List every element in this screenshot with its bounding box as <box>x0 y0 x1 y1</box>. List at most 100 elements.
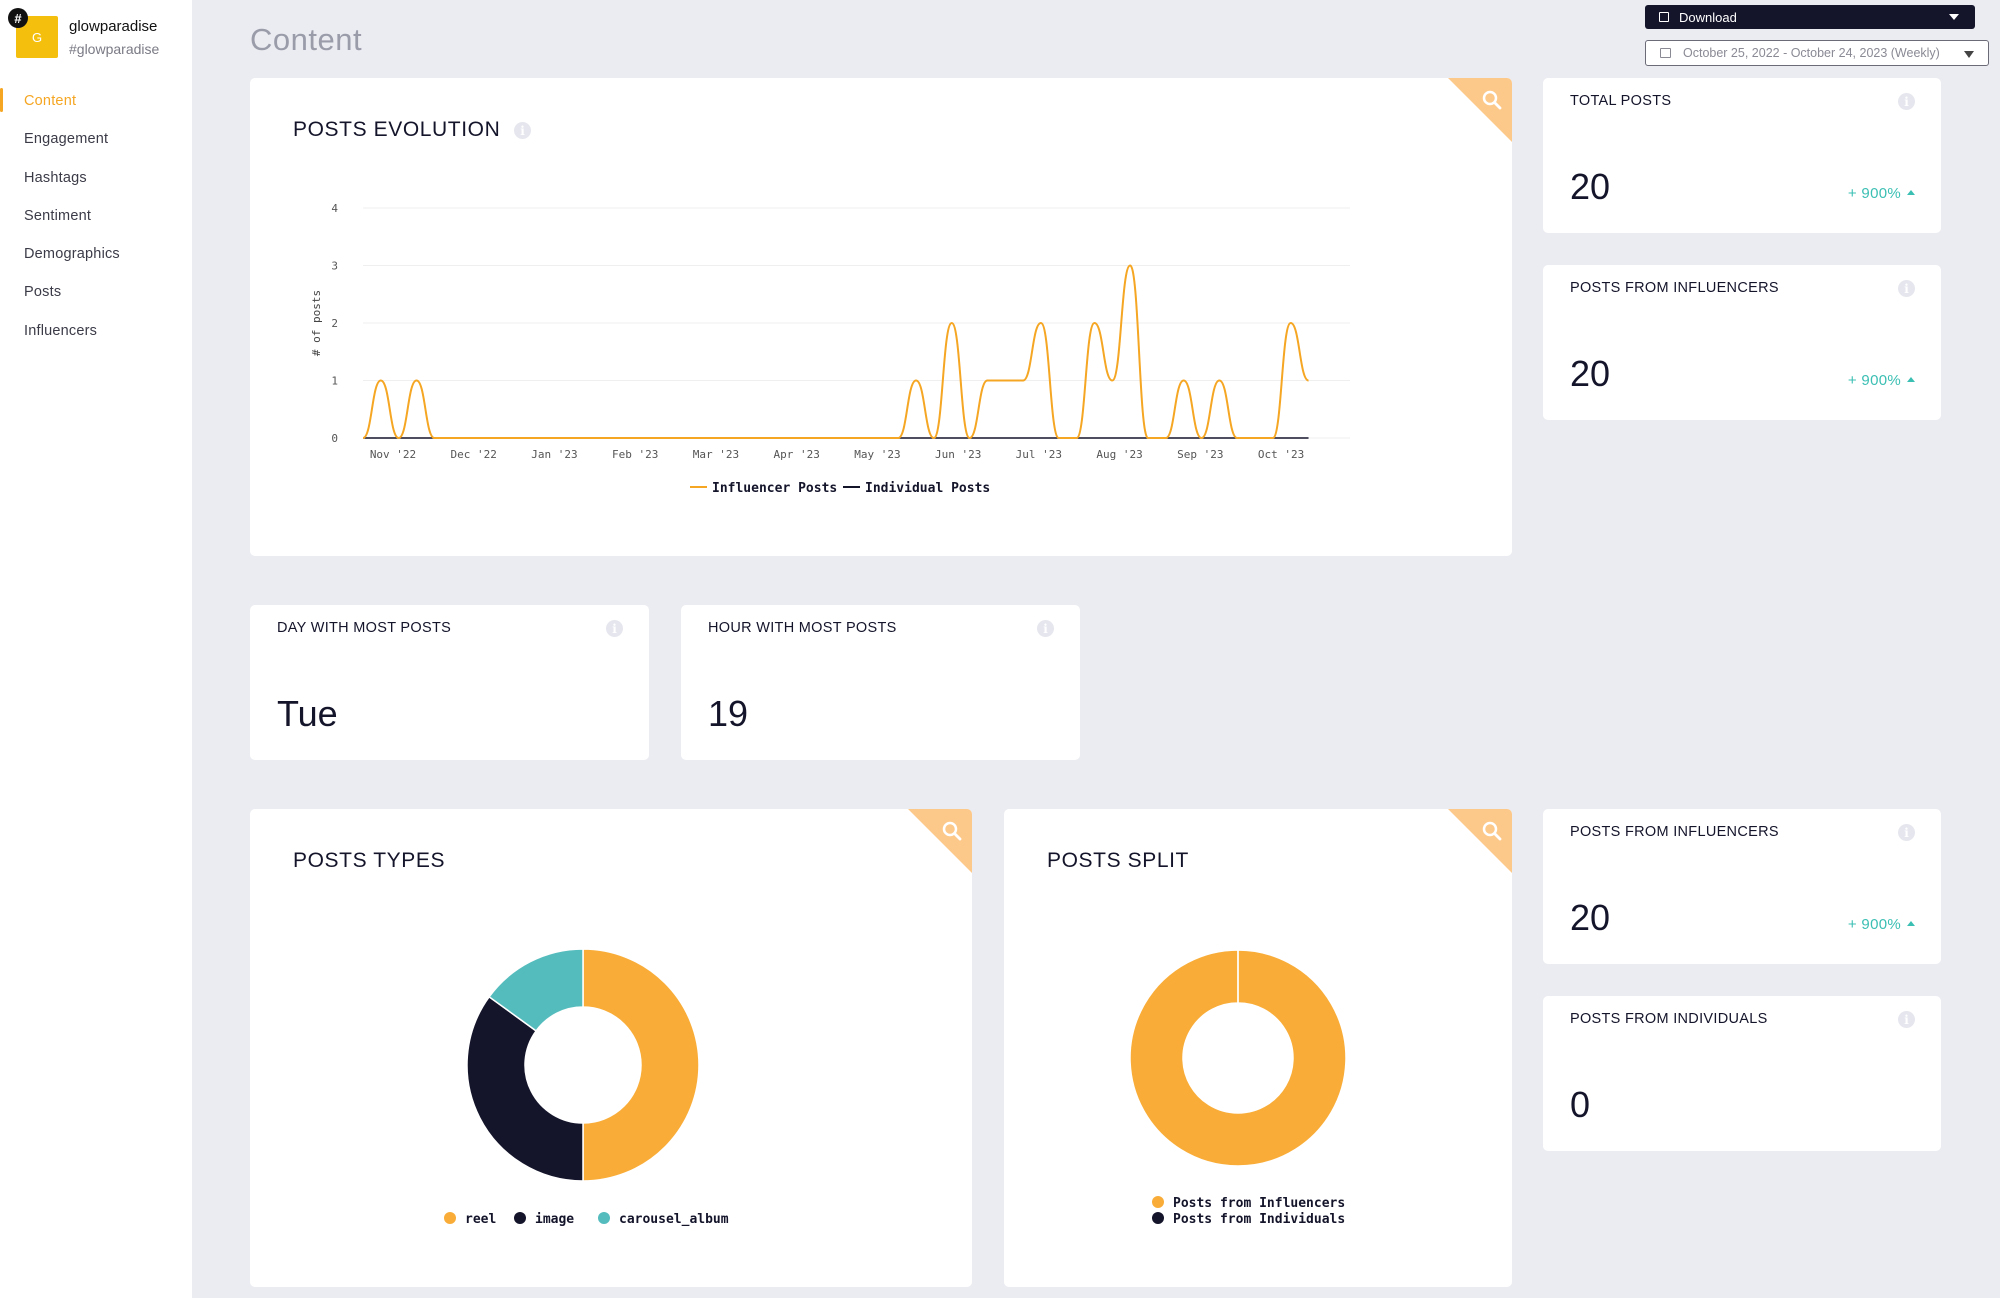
stat-value: 20 <box>1570 166 1611 207</box>
posts-evolution-title: POSTS EVOLUTION <box>293 118 501 141</box>
stat-change: + 900% <box>1848 185 1915 202</box>
y-axis-label: # of posts <box>310 290 323 356</box>
y-tick-label: 2 <box>331 317 338 330</box>
stat-title: POSTS FROM INFLUENCERS <box>1570 824 1779 840</box>
download-label: Download <box>1679 9 1737 25</box>
y-tick-label: 3 <box>331 260 338 273</box>
brand[interactable]: G # glowparadise #glowparadise <box>8 8 184 62</box>
x-tick-label: Apr '23 <box>773 448 819 461</box>
stat-change: + 900% <box>1848 372 1915 389</box>
legend-carousel-album[interactable]: carousel_album <box>598 1212 729 1227</box>
legend-label: Individual Posts <box>865 481 991 496</box>
stat-title: POSTS FROM INFLUENCERS <box>1570 280 1779 296</box>
donut-slice-0 <box>1129 949 1347 1167</box>
posts-from-individuals-card: POSTS FROM INDIVIDUALS i 0 <box>1543 996 1941 1151</box>
legend-influencer-posts[interactable]: Influencer Posts <box>690 481 837 496</box>
donut-slice-2 <box>488 948 584 1032</box>
stat-title: POSTS FROM INDIVIDUALS <box>1570 1011 1768 1027</box>
stat-value: 20 <box>1570 353 1611 394</box>
stat-title: TOTAL POSTS <box>1570 93 1672 109</box>
y-tick-label: 0 <box>331 432 338 445</box>
posts-from-influencers-card-2: POSTS FROM INFLUENCERS i 20 + 900% <box>1543 809 1941 964</box>
x-tick-label: Dec '22 <box>451 448 497 461</box>
legend-label: Posts from Influencers <box>1173 1196 1346 1211</box>
legend-reel[interactable]: reel <box>444 1212 496 1227</box>
date-range-label: October 25, 2022 - October 24, 2023 (Wee… <box>1683 46 1940 60</box>
x-tick-label: May '23 <box>854 448 900 461</box>
page-title: Content <box>250 22 363 57</box>
legend-dot <box>444 1212 456 1224</box>
x-tick-label: Jun '23 <box>935 448 981 461</box>
stat-value: 0 <box>1570 1084 1591 1125</box>
series-line-0 <box>362 264 1310 440</box>
legend-label: carousel_album <box>619 1212 729 1227</box>
search-icon <box>1482 821 1502 841</box>
posts-types-card: POSTS TYPES reel image carousel_album <box>250 809 972 1287</box>
search-icon <box>1482 90 1502 110</box>
info-icon[interactable]: i <box>1898 1011 1915 1028</box>
donut-slice-0 <box>582 948 700 1182</box>
sidebar-nav: Content Engagement Hashtags Sentiment De… <box>0 86 192 354</box>
download-button[interactable]: Download <box>1645 5 1975 29</box>
download-icon <box>1659 12 1669 22</box>
zoom-corner[interactable] <box>1448 809 1512 873</box>
legend-posts-from-influencers[interactable]: Posts from Influencers <box>1152 1196 1345 1211</box>
info-icon[interactable]: i <box>514 122 531 139</box>
legend-image[interactable]: image <box>514 1212 574 1227</box>
info-icon[interactable]: i <box>1898 280 1915 297</box>
x-tick-label: Jul '23 <box>1016 448 1062 461</box>
zoom-corner[interactable] <box>908 809 972 873</box>
x-tick-label: Jan '23 <box>531 448 577 461</box>
legend-line <box>843 486 860 488</box>
legend-label: image <box>535 1212 575 1227</box>
sidebar-item-content[interactable]: Content <box>0 86 192 124</box>
y-tick-label: 4 <box>331 202 338 215</box>
sidebar: G # glowparadise #glowparadise Content E… <box>0 0 192 1298</box>
legend-dot <box>1152 1196 1164 1208</box>
legend-posts-from-individuals[interactable]: Posts from Individuals <box>1152 1212 1345 1227</box>
info-icon[interactable]: i <box>606 620 623 637</box>
x-tick-label: Nov '22 <box>370 448 416 461</box>
hashtag-icon: # <box>8 8 28 28</box>
stat-title: DAY WITH MOST POSTS <box>277 620 452 636</box>
date-range-picker[interactable]: October 25, 2022 - October 24, 2023 (Wee… <box>1645 40 1989 66</box>
legend-dot <box>1152 1212 1164 1224</box>
legend-dot <box>514 1212 526 1224</box>
info-icon[interactable]: i <box>1898 93 1915 110</box>
sidebar-item-engagement[interactable]: Engagement <box>24 131 109 148</box>
zoom-corner[interactable] <box>1448 78 1512 142</box>
x-tick-label: Sep '23 <box>1177 448 1223 461</box>
donut-slice-1 <box>466 995 584 1182</box>
x-tick-label: Feb '23 <box>612 448 658 461</box>
chevron-down-icon <box>1949 14 1959 20</box>
posts-evolution-card: POSTS EVOLUTION i 0 1 2 3 4 # of posts Nov '22… <box>250 78 1512 556</box>
brand-name: glowparadise <box>69 18 158 35</box>
y-tick-label: 1 <box>331 375 338 388</box>
legend-individual-posts[interactable]: Individual Posts <box>843 481 990 496</box>
legend-line <box>690 486 707 488</box>
posts-split-title: POSTS SPLIT <box>1047 849 1189 872</box>
brand-handle: #glowparadise <box>69 41 160 57</box>
search-icon <box>942 821 962 841</box>
sidebar-item-hashtags[interactable]: Hashtags <box>24 169 87 186</box>
sidebar-item-posts[interactable]: Posts <box>24 284 62 301</box>
info-icon[interactable]: i <box>1037 620 1054 637</box>
posts-types-title: POSTS TYPES <box>293 849 446 872</box>
sidebar-item-sentiment[interactable]: Sentiment <box>24 207 92 224</box>
legend-label: reel <box>465 1212 497 1227</box>
legend-dot <box>598 1212 610 1224</box>
posts-evolution-chart: 0 1 2 3 4 # of posts Nov '22 Dec '22 Jan '23 Feb … <box>310 202 1350 461</box>
brand-logo-letter: G <box>31 29 43 45</box>
stat-title: HOUR WITH MOST POSTS <box>708 620 897 636</box>
sidebar-item-influencers[interactable]: Influencers <box>24 322 98 339</box>
sidebar-item-demographics[interactable]: Demographics <box>24 246 120 263</box>
chevron-down-icon <box>1964 51 1974 58</box>
info-icon[interactable]: i <box>1898 824 1915 841</box>
x-tick-label: Oct '23 <box>1258 448 1304 461</box>
hour-most-posts-card: HOUR WITH MOST POSTS i 19 <box>681 605 1080 760</box>
stat-value: 19 <box>708 693 749 734</box>
legend-label: Posts from Individuals <box>1173 1212 1346 1227</box>
posts-split-donut <box>1129 949 1347 1167</box>
stat-change: + 900% <box>1848 916 1915 933</box>
posts-split-card: POSTS SPLIT Posts from Influencers Posts… <box>1004 809 1512 1287</box>
